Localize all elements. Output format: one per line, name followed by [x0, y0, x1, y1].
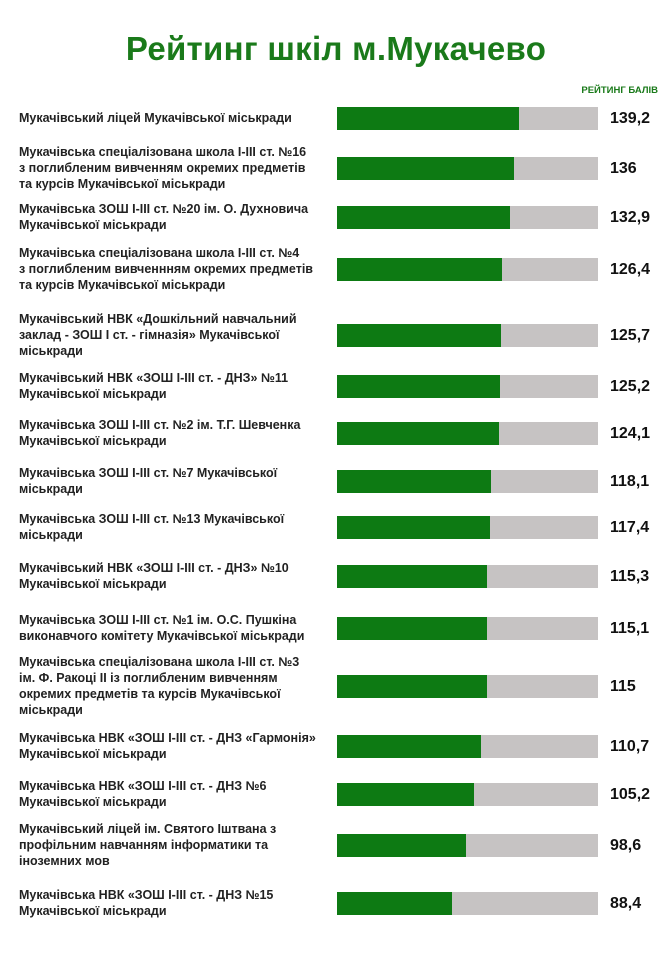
value-label: 126,4: [610, 260, 651, 278]
bar: [337, 564, 487, 588]
value-label: 115,3: [610, 567, 650, 585]
bar-track: [337, 106, 598, 130]
value-label: 125,7: [610, 326, 651, 344]
category-label: Мукачівський ліцей ім. Святого Іштвана з…: [19, 822, 277, 868]
category-label: Мукачівська ЗОШ І-ІІІ ст. №1 ім. О.С. Пу…: [19, 613, 305, 643]
value-label: 115: [610, 677, 636, 695]
bar-track: [337, 616, 598, 640]
value-label: 136: [610, 159, 637, 177]
value-label: 115,1: [610, 619, 650, 637]
value-label: 88,4: [610, 894, 642, 912]
value-label: 124,1: [610, 424, 651, 442]
bar: [337, 469, 491, 493]
category-label: Мукачівська ЗОШ І-ІІІ ст. №13 Мукачівськ…: [19, 512, 285, 542]
bar: [337, 616, 487, 640]
bar: [337, 782, 474, 806]
chart-title: Рейтинг шкіл м.Мукачево: [125, 30, 547, 67]
bar-track: [337, 323, 598, 347]
bar-track: [337, 674, 598, 698]
value-label: 117,4: [610, 518, 650, 536]
category-label: Мукачівський НВК «ЗОШ І-ІІІ ст. - ДНЗ» №…: [19, 561, 289, 591]
bar: [337, 421, 499, 445]
value-label: 125,2: [610, 377, 651, 395]
bar-track: [337, 833, 598, 857]
bar: [337, 323, 501, 347]
bar-track: [337, 734, 598, 758]
bar: [337, 833, 466, 857]
bar: [337, 515, 490, 539]
value-label: 132,9: [610, 208, 651, 226]
bar-track: [337, 205, 598, 229]
bar: [337, 674, 487, 698]
value-label: 98,6: [610, 836, 642, 854]
bar-track: [337, 156, 598, 180]
bar-track: [337, 257, 598, 281]
bar-track: [337, 891, 598, 915]
bar: [337, 257, 502, 281]
category-label: Мукачівська спеціалізована школа І-ІІІ с…: [19, 655, 300, 717]
category-label: Мукачівська ЗОШ І-ІІІ ст. №2 ім. Т.Г. Ше…: [19, 418, 301, 448]
bar-track: [337, 421, 598, 445]
bar: [337, 734, 481, 758]
category-label: Мукачівська НВК «ЗОШ І-ІІІ ст. - ДНЗ №6 …: [19, 779, 267, 809]
category-label: Мукачівський НВК «ЗОШ І-ІІІ ст. - ДНЗ» №…: [19, 371, 289, 401]
value-label: 110,7: [610, 737, 650, 755]
bar-track: [337, 782, 598, 806]
bar-track: [337, 374, 598, 398]
category-label: Мукачівська ЗОШ І-ІІІ ст. №7 Мукачівсько…: [19, 466, 278, 496]
bar-track: [337, 564, 598, 588]
value-label: 105,2: [610, 785, 651, 803]
category-label: Мукачівська НВК «ЗОШ І-ІІІ ст. - ДНЗ «Га…: [19, 731, 316, 761]
category-label: Мукачівська спеціалізована школа І-ІІІ с…: [19, 145, 307, 191]
category-label: Мукачівський ліцей Мукачівської міськрад…: [19, 111, 292, 125]
bar: [337, 156, 514, 180]
bar: [337, 106, 519, 130]
value-label: 118,1: [610, 472, 650, 490]
value-label: 139,2: [610, 109, 651, 127]
bar: [337, 374, 500, 398]
bar-track: [337, 469, 598, 493]
bar: [337, 205, 510, 229]
bar: [337, 891, 452, 915]
category-label: Мукачівська ЗОШ І-ІІІ ст. №20 ім. О. Дух…: [19, 202, 309, 232]
category-label: Мукачівський НВК «Дошкільний навчальний …: [19, 312, 297, 358]
category-label: Мукачівська спеціалізована школа І-ІІІ с…: [19, 246, 313, 292]
bar-track: [337, 515, 598, 539]
column-header: РЕЙТИНГ БАЛІВ: [581, 85, 658, 96]
category-label: Мукачівська НВК «ЗОШ І-ІІІ ст. - ДНЗ №15…: [19, 888, 274, 918]
